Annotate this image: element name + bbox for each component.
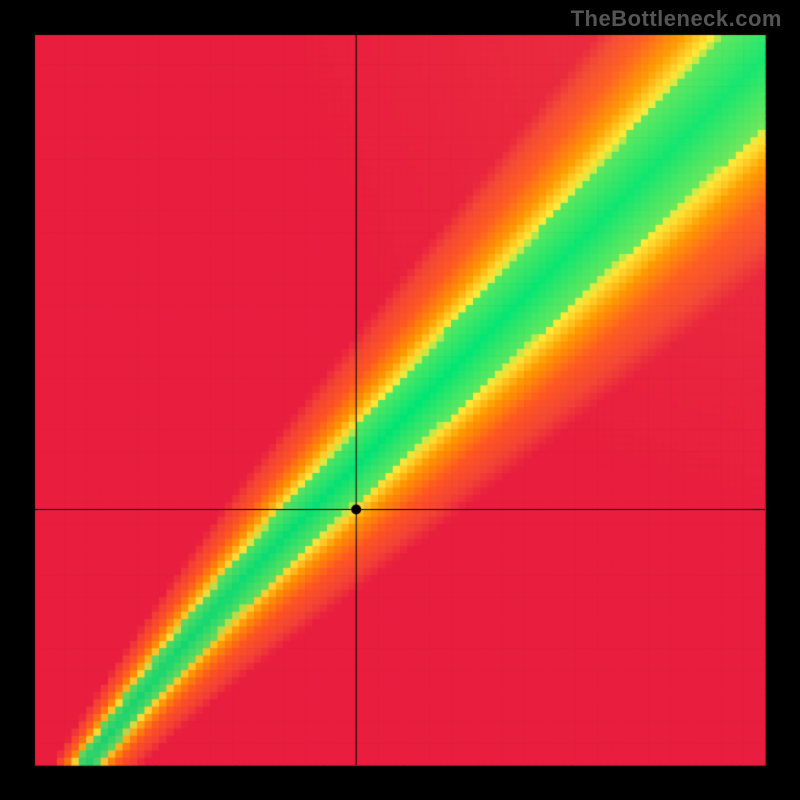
bottleneck-heatmap bbox=[0, 0, 800, 800]
watermark-text: TheBottleneck.com bbox=[571, 6, 782, 32]
